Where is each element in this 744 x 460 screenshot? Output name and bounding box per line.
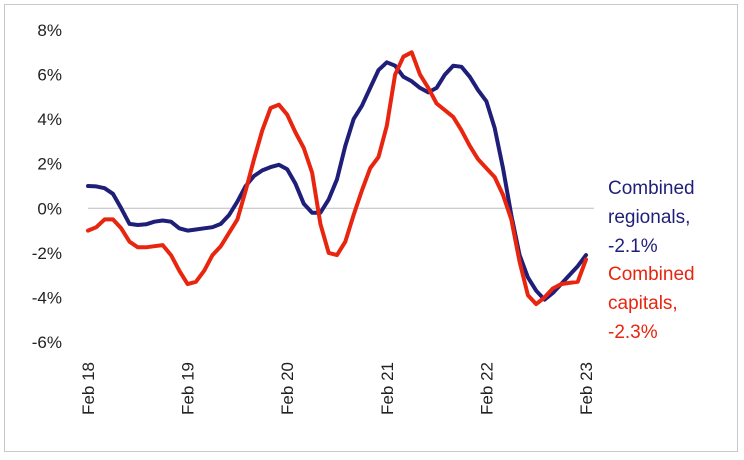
capitals-series-line [86,50,588,307]
capitals-label: Combined [608,264,695,285]
regionals-label: regionals, [608,207,690,228]
y-tick-label: -2% [32,244,62,263]
y-tick-label: 6% [37,66,62,85]
x-tick-label: Feb 20 [278,362,297,415]
y-tick-label: 0% [37,199,62,218]
regionals-label: Combined [608,178,695,199]
y-tick-label: -6% [32,333,62,352]
series-lines [86,50,588,307]
y-tick-label: 4% [37,110,62,129]
capitals-label: -2.3% [608,322,658,343]
y-tick-label: -4% [32,288,62,307]
x-tick-label: Feb 21 [378,362,397,415]
regionals-series-line [86,60,588,302]
x-axis-tick-labels: Feb 18 Feb 19 Feb 20 Feb 21 Feb 22 Feb 23 [79,362,596,415]
chart-frame [4,4,738,452]
x-tick-label: Feb 18 [79,362,98,415]
x-tick-label: Feb 23 [577,362,596,415]
x-tick-label: Feb 19 [179,362,198,415]
regionals-label: -2.1% [608,236,658,257]
y-tick-label: 8% [37,21,62,40]
y-tick-label: 2% [37,155,62,174]
x-tick-label: Feb 22 [477,362,496,415]
capitals-label: capitals, [608,293,678,314]
series-labels: Combined regionals, -2.1% Combined capitals,… [608,178,695,343]
y-axis-tick-labels: 8% 6% 4% 2% 0% -2% -4% -6% [32,21,62,352]
